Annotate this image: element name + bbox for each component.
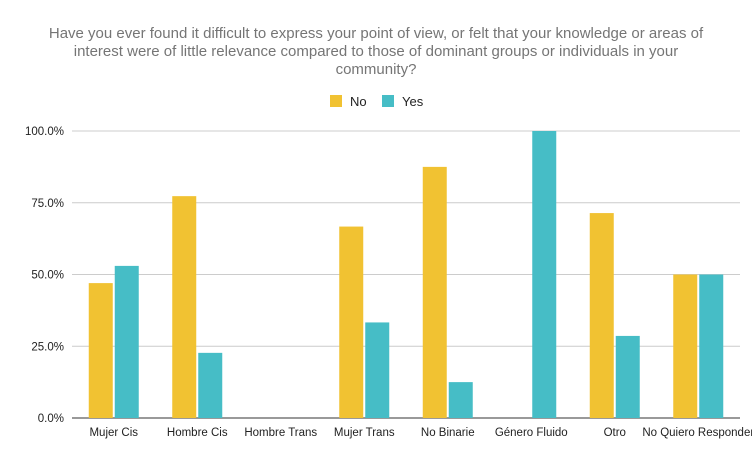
bar-yes	[198, 352, 223, 418]
bar-yes	[532, 131, 557, 418]
bar-yes	[365, 322, 390, 418]
legend-label-no: No	[350, 94, 367, 109]
bar-no	[172, 196, 197, 418]
legend-swatch-no	[330, 95, 342, 107]
chart-title-line-1: Have you ever found it difficult to expr…	[49, 25, 704, 42]
x-category-label: Mujer Trans	[334, 427, 395, 439]
bar-yes	[114, 265, 139, 418]
y-tick-label: 75.0%	[31, 198, 64, 210]
y-tick-label: 25.0%	[31, 341, 64, 353]
bar-no	[422, 166, 447, 418]
chart-title-line-3: community?	[336, 61, 417, 78]
y-tick-label: 50.0%	[31, 270, 64, 282]
x-category-label: Mujer Cis	[89, 427, 138, 439]
chart-title-line-2: interest were of little relevance compar…	[74, 43, 679, 60]
y-axis-ticks: 0.0% 25.0% 50.0% 75.0% 100.0%	[25, 126, 64, 425]
legend-swatch-yes	[382, 95, 394, 107]
x-category-label: No Binarie	[421, 427, 475, 439]
bar-yes	[699, 274, 724, 418]
x-category-label: Hombre Trans	[244, 427, 317, 439]
bar-no	[88, 283, 113, 418]
legend-label-yes: Yes	[402, 94, 424, 109]
x-category-label: Hombre Cis	[167, 427, 228, 439]
bar-no	[339, 226, 364, 418]
x-category-label: Otro	[604, 427, 626, 439]
chart-legend: No Yes	[330, 94, 424, 109]
gridlines	[72, 130, 740, 419]
bar-yes	[448, 382, 473, 418]
y-tick-label: 100.0%	[25, 126, 64, 138]
bar-yes	[615, 335, 640, 418]
chart-title: Have you ever found it difficult to expr…	[49, 25, 704, 78]
y-tick-label: 0.0%	[38, 413, 64, 425]
bars	[88, 131, 724, 418]
x-category-label: Género Fluido	[495, 427, 568, 439]
bar-no	[589, 213, 614, 418]
bar-no	[673, 274, 698, 418]
x-category-label: No Quiero Responder	[642, 427, 752, 439]
x-axis-labels: Mujer Cis Hombre Cis Hombre Trans Mujer Tra…	[89, 427, 752, 439]
